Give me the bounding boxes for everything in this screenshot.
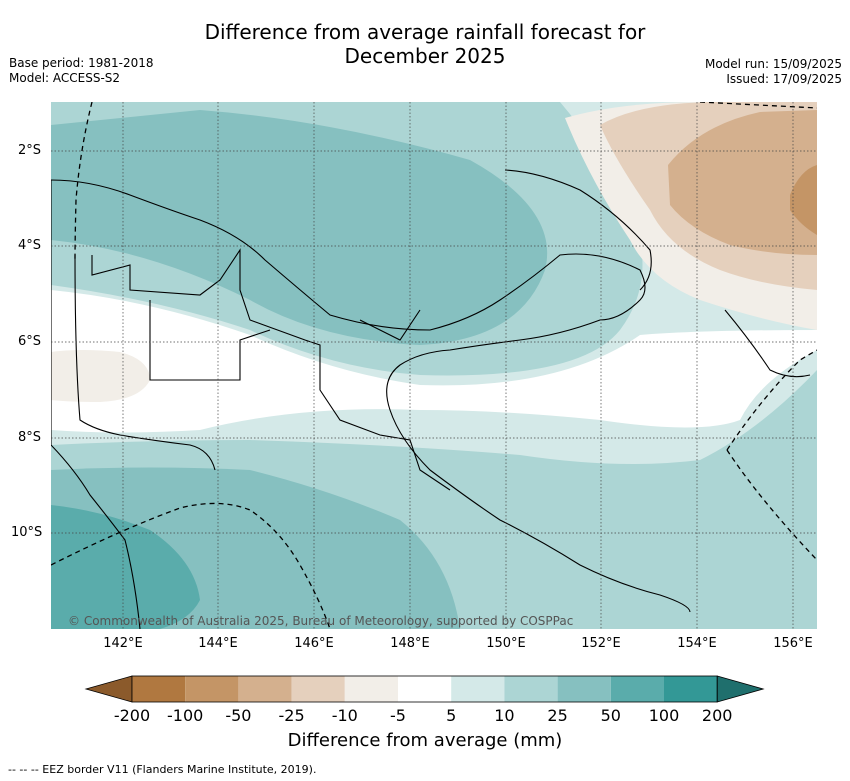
colorbar-swatch [451,676,505,702]
colorbar-swatch [238,676,292,702]
title-line-1: Difference from average rainfall forecas… [204,20,646,44]
colorbar-label: -50 [225,706,252,725]
colorbar-title: Difference from average (mm) [287,730,563,751]
meta-left: Base period: 1981-2018 Model: ACCESS-S2 [9,56,154,86]
band-dry-25-50 [668,110,817,255]
lon-label-146e: 146°E [294,636,334,651]
band-50-100-south [51,505,200,629]
copyright-notice: © Commonwealth of Australia 2025, Bureau… [68,614,574,628]
colorbar-label: 200 [701,706,733,725]
title-line-2: December 2025 [344,44,506,68]
lon-label-144e: 144°E [198,636,238,651]
model-run: Model run: 15/09/2025 [704,57,842,71]
lon-label-152e: 152°E [581,636,621,651]
colorbar-label: 25 [547,706,568,725]
colorbar-label: -5 [390,706,406,725]
colorbar-label: -100 [167,706,204,725]
colorbar-swatch [664,676,718,702]
lon-label-142e: 142°E [103,636,143,651]
map-title: Difference from average rainfall forecas… [0,20,850,68]
colorbar-label: -200 [113,706,151,725]
colorbar-frame [131,675,718,703]
colorbar-swatch [185,676,239,702]
band-neutral [51,290,817,433]
issued-date: Issued: 17/09/2025 [726,72,842,86]
band-25-50-north [51,110,548,345]
base-period: Base period: 1981-2018 [9,56,154,70]
lon-label-156e: 156°E [773,636,813,651]
colorbar-label: 5 [446,706,457,725]
lon-label-154e: 154°E [677,636,717,651]
colorbar-swatch [132,676,186,702]
lat-label-10s: 10°S [11,525,43,540]
beige-spot-west [51,350,150,402]
colorbar-swatch [610,676,664,702]
colorbar-swatch [504,676,558,702]
lat-label-6s: 6°S [18,334,42,349]
lat-label-4s: 4°S [18,238,42,253]
band-dry-50-100 [790,165,817,235]
colorbar-swatch [557,676,611,702]
colorbar-arrow-left [84,675,133,703]
meta-right: Model run: 15/09/2025 Issued: 17/09/2025 [705,57,842,87]
colorbar [84,675,765,703]
lat-label-8s: 8°S [18,430,42,445]
lon-label-150e: 150°E [486,636,526,651]
map-area [51,102,817,629]
colorbar-swatch [291,676,345,702]
colorbar-swatch [398,676,452,702]
band-25-50-inner [80,210,320,300]
lon-label-148e: 148°E [390,636,430,651]
coastlines [51,169,811,629]
graticule [51,102,817,629]
lat-label-2s: 2°S [18,143,42,158]
eez-footnote: -- -- -- EEZ border V11 (Flanders Marine… [8,763,317,776]
model-name: Model: ACCESS-S2 [9,71,121,85]
colorbar-label: -25 [278,706,305,725]
colorbar-label: 100 [648,706,680,725]
colorbar-label: 50 [600,706,621,725]
colorbar-swatch [344,676,398,702]
colorbar-label: -10 [331,706,358,725]
eez-borders [51,102,817,629]
colorbar-label: 10 [494,706,515,725]
colorbar-arrow-right [716,675,765,703]
